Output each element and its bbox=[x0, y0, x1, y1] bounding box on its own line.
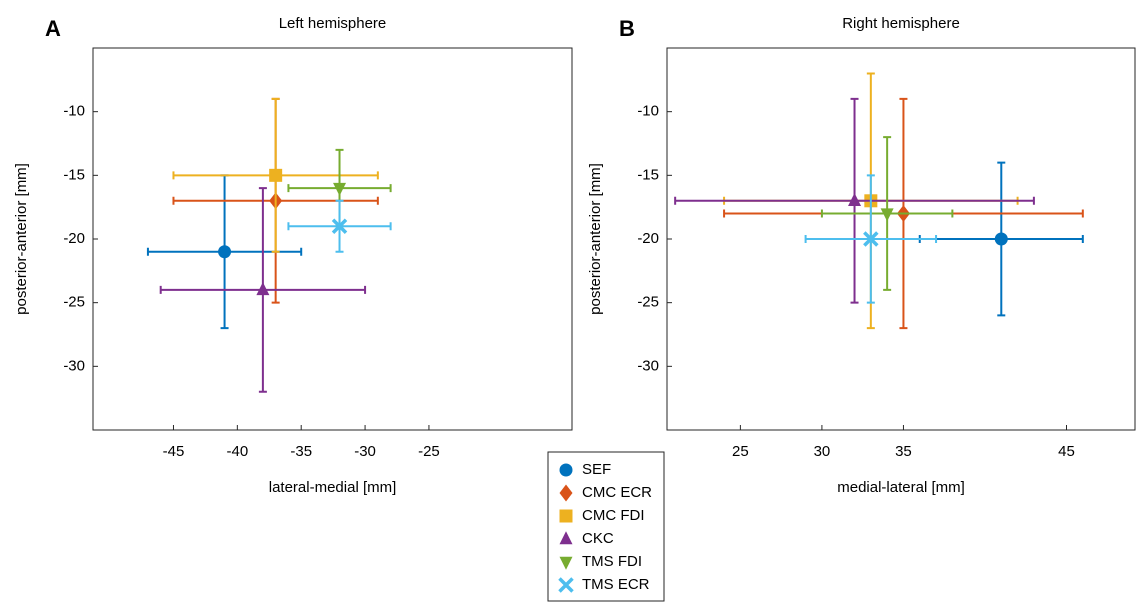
x-axis-label: medial-lateral [mm] bbox=[837, 479, 965, 496]
marker bbox=[333, 182, 347, 196]
x-tick-label: -40 bbox=[226, 443, 248, 460]
y-tick-label: -10 bbox=[63, 103, 85, 120]
legend-label: CMC ECR bbox=[582, 484, 652, 501]
y-tick-label: -20 bbox=[63, 230, 85, 247]
marker bbox=[559, 484, 573, 502]
y-tick-label: -30 bbox=[63, 357, 85, 374]
x-tick-label: 35 bbox=[895, 443, 912, 460]
legend-label: CMC FDI bbox=[582, 507, 645, 524]
y-axis-label: posterior-anterior [mm] bbox=[13, 163, 30, 315]
marker bbox=[559, 463, 573, 477]
y-tick-label: -25 bbox=[637, 294, 659, 311]
marker bbox=[559, 509, 573, 523]
y-tick-label: -30 bbox=[637, 357, 659, 374]
x-tick-label: -25 bbox=[418, 443, 440, 460]
chart-title: Right hemisphere bbox=[842, 15, 960, 32]
marker bbox=[331, 218, 348, 235]
y-tick-label: -25 bbox=[63, 294, 85, 311]
legend-label: TMS ECR bbox=[582, 576, 650, 593]
x-tick-label: 25 bbox=[732, 443, 749, 460]
legend bbox=[547, 451, 665, 602]
marker bbox=[559, 556, 573, 570]
marker bbox=[558, 577, 574, 593]
x-tick-label: -45 bbox=[163, 443, 185, 460]
chart-title: Left hemisphere bbox=[279, 15, 387, 32]
panel-label: A bbox=[45, 16, 61, 41]
x-tick-label: 45 bbox=[1058, 443, 1075, 460]
marker bbox=[863, 231, 879, 247]
y-tick-label: -15 bbox=[63, 166, 85, 183]
y-tick-label: -10 bbox=[637, 103, 659, 120]
marker bbox=[880, 208, 894, 222]
plot-area bbox=[92, 47, 573, 431]
marker bbox=[218, 245, 232, 259]
legend-label: TMS FDI bbox=[582, 553, 642, 570]
marker bbox=[256, 282, 270, 296]
legend-label: CKC bbox=[582, 530, 614, 547]
marker bbox=[848, 193, 862, 206]
legend-label: SEF bbox=[582, 461, 611, 478]
y-axis-label: posterior-anterior [mm] bbox=[587, 163, 604, 315]
x-tick-label: 30 bbox=[814, 443, 831, 460]
x-tick-label: -30 bbox=[354, 443, 376, 460]
x-axis-label: lateral-medial [mm] bbox=[269, 479, 397, 496]
marker bbox=[994, 232, 1008, 246]
marker bbox=[559, 531, 573, 545]
x-tick-label: -35 bbox=[290, 443, 312, 460]
marker bbox=[269, 168, 283, 182]
panel-label: B bbox=[619, 16, 635, 41]
y-tick-label: -20 bbox=[637, 230, 659, 247]
y-tick-label: -15 bbox=[637, 166, 659, 183]
